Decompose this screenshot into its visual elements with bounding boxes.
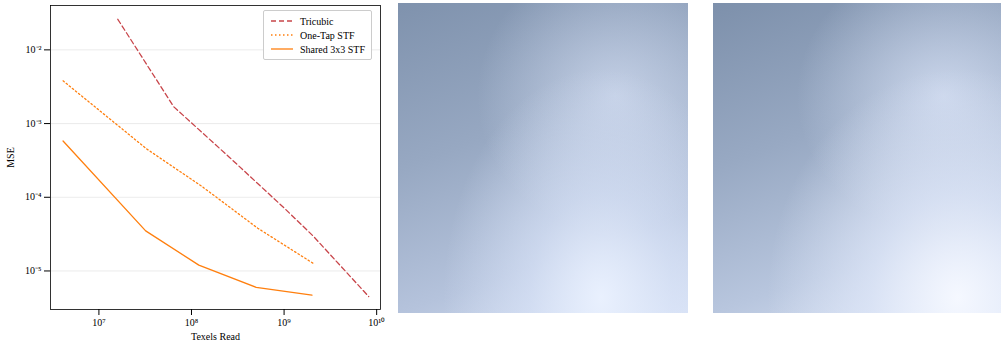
svg-text:10⁻⁵: 10⁻⁵: [25, 265, 42, 276]
svg-text:10⁹: 10⁹: [277, 317, 291, 328]
svg-text:Texels Read: Texels Read: [191, 331, 240, 342]
svg-text:10⁷: 10⁷: [92, 317, 106, 328]
svg-text:MSE: MSE: [5, 147, 16, 168]
html-text:Tricubic: Tricubic: [300, 15, 334, 27]
html-text:One-Tap STF: One-Tap STF: [300, 29, 355, 41]
svg-text:10⁻²: 10⁻²: [26, 44, 42, 55]
svg-text:10⁸: 10⁸: [185, 317, 199, 328]
svg-text:10⁻³: 10⁻³: [26, 118, 42, 129]
svg-text:10⁻⁴: 10⁻⁴: [25, 191, 42, 202]
html-text:Shared 3x3 STF: Shared 3x3 STF: [300, 43, 365, 55]
svg-text:10¹⁰: 10¹⁰: [368, 317, 385, 328]
